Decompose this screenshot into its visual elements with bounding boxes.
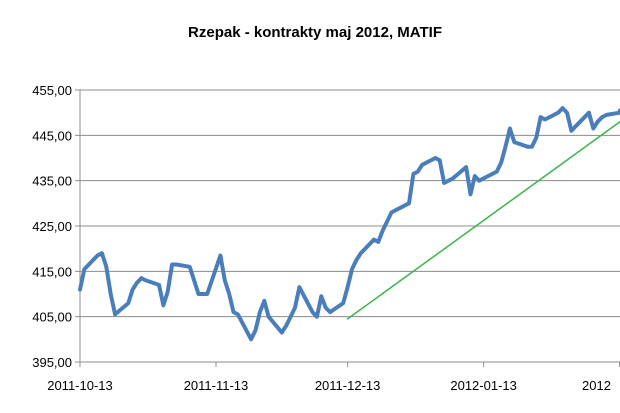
- y-tick-label: 455,00: [32, 83, 72, 98]
- series-lines: [78, 106, 620, 342]
- y-tick-label: 415,00: [32, 264, 72, 279]
- y-tick-label: 435,00: [32, 174, 72, 189]
- y-tick-label: 405,00: [32, 310, 72, 325]
- axes: [75, 89, 620, 367]
- price-series-line: [78, 106, 620, 342]
- chart-title: Rzepak - kontrakty maj 2012, MATIF: [188, 24, 442, 41]
- y-tick-label: 445,00: [32, 128, 72, 143]
- x-tick-label: 2011-12-13: [315, 378, 381, 393]
- y-tick-label: 395,00: [32, 355, 72, 370]
- x-tick-labels: 2011-10-13 2011-11-13 2011-12-13 2012-01-13…: [47, 378, 611, 393]
- x-tick-label: 2011-11-13: [184, 378, 249, 393]
- y-tick-labels: 395,00 405,00 415,00 425,00 435,00 445,00 455,…: [32, 83, 72, 370]
- y-tick-label: 425,00: [32, 219, 72, 234]
- x-tick-label: 2012: [582, 378, 611, 393]
- x-tick-label: 2012-01-13: [450, 378, 517, 393]
- x-tick-label: 2011-10-13: [47, 378, 113, 393]
- trend-line: [346, 120, 620, 320]
